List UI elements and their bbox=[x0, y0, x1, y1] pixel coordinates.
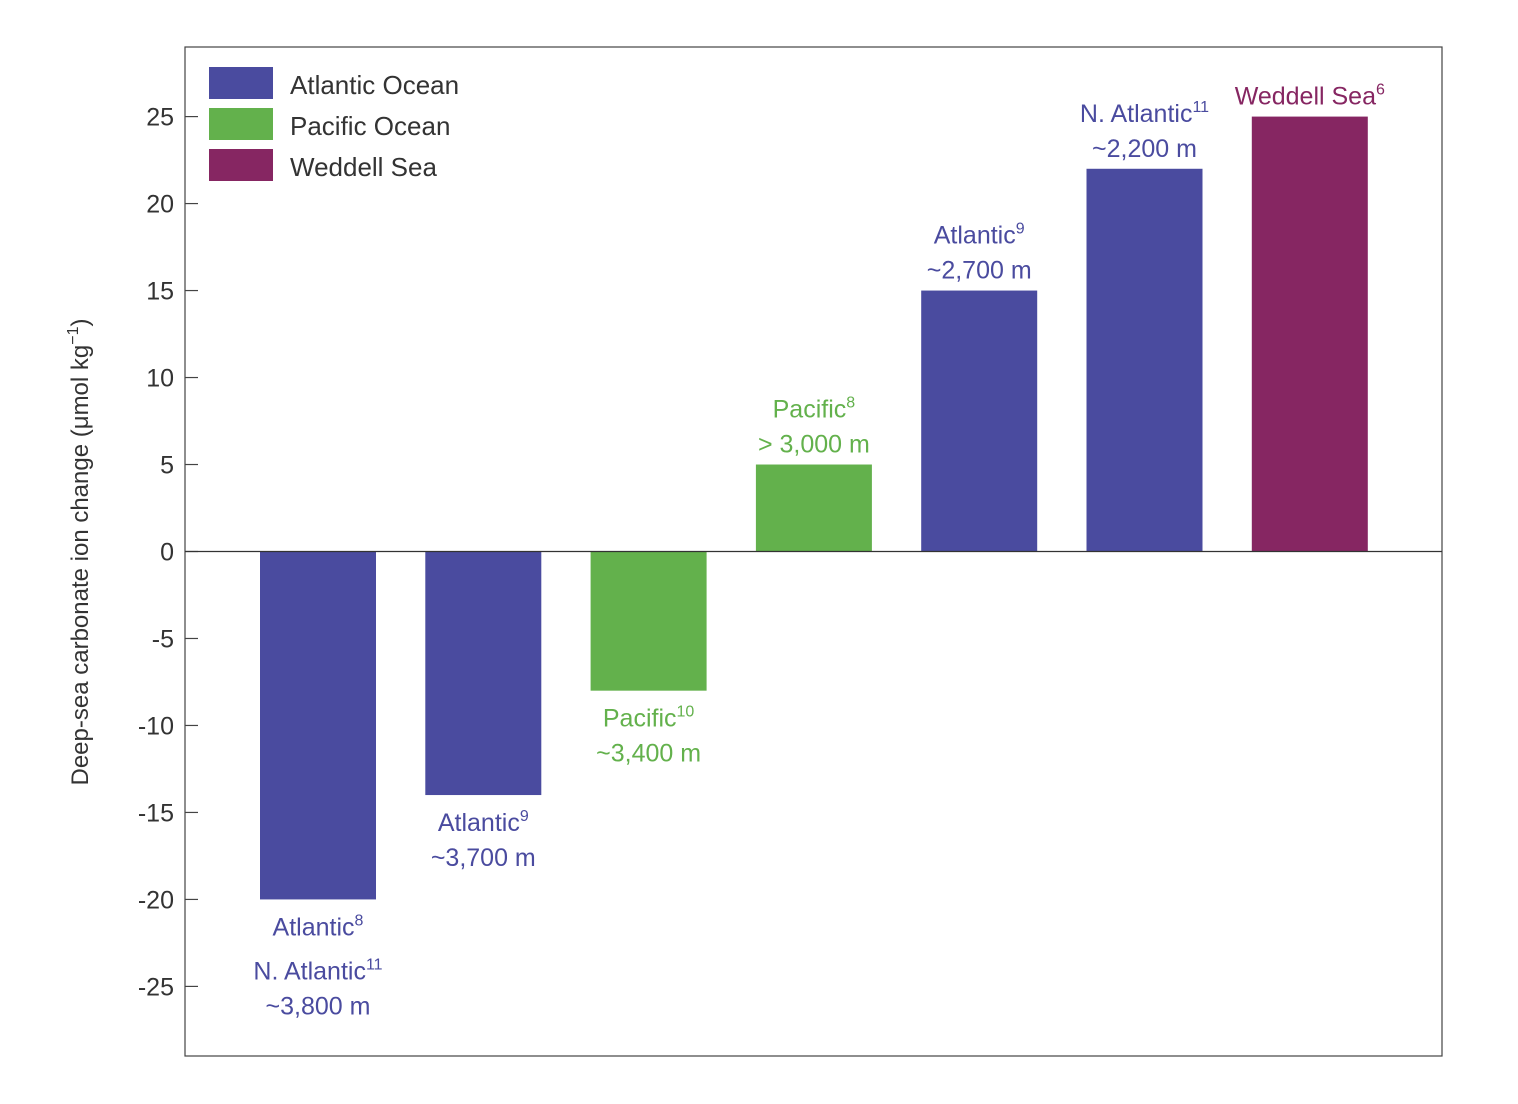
y-tick-label: -10 bbox=[138, 712, 174, 740]
y-tick-label: -5 bbox=[152, 625, 174, 653]
bar-1 bbox=[260, 551, 376, 900]
y-tick-label: 10 bbox=[146, 365, 174, 393]
bars-group bbox=[260, 116, 1368, 900]
bar-label-superscript: 9 bbox=[520, 808, 529, 825]
bar-label-text: Pacific bbox=[773, 396, 847, 424]
bar-6-label-line: ~2,200 m bbox=[1092, 135, 1197, 163]
bar-label-text: ~2,200 m bbox=[1092, 135, 1197, 163]
y-axis-title-suffix: ) bbox=[67, 318, 94, 326]
bar-label-text: ~2,700 m bbox=[927, 257, 1032, 285]
bar-5-label-line: ~2,700 m bbox=[927, 257, 1032, 285]
bar-label-text: ~3,700 m bbox=[431, 844, 536, 872]
bar-label-text: N. Atlantic bbox=[253, 957, 366, 985]
y-tick-label: 15 bbox=[146, 278, 174, 306]
bar-4-label-line: > 3,000 m bbox=[758, 431, 870, 459]
y-tick-label: 5 bbox=[160, 452, 174, 480]
bar-label-superscript: 11 bbox=[366, 956, 383, 973]
bar-label-text: > 3,000 m bbox=[758, 431, 870, 459]
bar-1-label-line: N. Atlantic11 bbox=[253, 956, 382, 985]
bar-label-text: N. Atlantic bbox=[1080, 100, 1193, 128]
bar-5 bbox=[921, 290, 1038, 552]
y-tick-label: 20 bbox=[146, 191, 174, 219]
bar-7-label-line: Weddell Sea6 bbox=[1235, 82, 1385, 111]
bar-label-superscript: 6 bbox=[1376, 82, 1385, 99]
y-tick-label: 0 bbox=[160, 539, 174, 567]
bar-label-superscript: 11 bbox=[1192, 99, 1209, 116]
bar-2 bbox=[425, 551, 542, 796]
bar-label-superscript: 8 bbox=[846, 395, 855, 412]
bar-6-label-line: N. Atlantic11 bbox=[1080, 99, 1209, 128]
y-axis-title-text: Deep-sea carbonate ion change (μmol kg bbox=[67, 345, 94, 786]
bar-3-label-line: ~3,400 m bbox=[596, 740, 701, 768]
legend-label-1: Atlantic Ocean bbox=[290, 70, 459, 100]
legend: Atlantic Ocean Pacific Ocean Weddell Sea bbox=[209, 67, 459, 182]
y-tick-label: -25 bbox=[138, 973, 174, 1001]
y-axis-title-superscript: −1 bbox=[65, 326, 82, 344]
bar-2-label-line: Atlantic9 bbox=[438, 808, 529, 837]
bar-label-superscript: 9 bbox=[1016, 221, 1025, 238]
bar-2-label-line: ~3,700 m bbox=[431, 844, 536, 872]
bar-label-superscript: 10 bbox=[677, 704, 695, 721]
legend-label-3: Weddell Sea bbox=[290, 152, 437, 182]
bar-5-label-line: Atlantic9 bbox=[934, 221, 1025, 250]
bar-label-text: ~3,400 m bbox=[596, 740, 701, 768]
bar-4-label-line: Pacific8 bbox=[773, 395, 856, 424]
bar-1-label-line: Atlantic8 bbox=[273, 912, 364, 941]
y-axis-title: Deep-sea carbonate ion change (μmol kg−1… bbox=[65, 318, 94, 785]
legend-swatch-3 bbox=[209, 149, 273, 181]
bar-label-text: Atlantic bbox=[273, 913, 355, 941]
bar-4 bbox=[755, 464, 872, 552]
legend-label-2: Pacific Ocean bbox=[290, 111, 450, 141]
bar-label-text: Pacific bbox=[603, 705, 677, 733]
y-tick-label: -20 bbox=[138, 886, 174, 914]
bar-label-text: Atlantic bbox=[934, 222, 1016, 250]
bar-label-superscript: 8 bbox=[355, 912, 364, 929]
y-axis: 25 20 15 10 5 0 -5 -10 -15 -20 -25 bbox=[138, 104, 198, 1001]
bar-6 bbox=[1086, 168, 1203, 552]
y-tick-label: 25 bbox=[146, 104, 174, 132]
bar-label-text: Weddell Sea bbox=[1235, 83, 1376, 111]
legend-swatch-1 bbox=[209, 67, 273, 99]
bar-label-text: ~3,800 m bbox=[266, 992, 371, 1020]
y-tick-label: -15 bbox=[138, 799, 174, 827]
bar-7 bbox=[1251, 116, 1368, 552]
legend-swatch-2 bbox=[209, 108, 273, 140]
bar-3 bbox=[590, 551, 707, 691]
bar-1-label-line: ~3,800 m bbox=[266, 992, 371, 1020]
bar-3-label-line: Pacific10 bbox=[603, 704, 695, 733]
bar-label-text: Atlantic bbox=[438, 809, 520, 837]
